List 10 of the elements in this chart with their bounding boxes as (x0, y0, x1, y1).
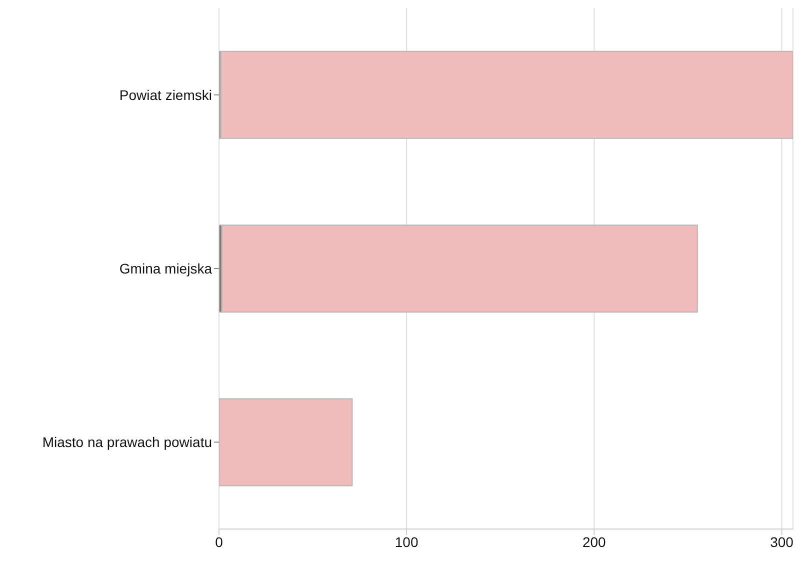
bar (220, 50, 793, 139)
bar (221, 224, 698, 313)
y-tick-label: Powiat ziemski (119, 86, 212, 103)
x-tick-label: 100 (394, 534, 418, 550)
x-tick-label: 300 (770, 534, 794, 550)
x-tick-label: 0 (215, 534, 224, 550)
x-tick-label: 200 (582, 534, 606, 550)
bar (219, 398, 353, 486)
y-tick-label: Gmina miejska (119, 260, 212, 276)
y-tick-label: Miasto na prawach powiatu (42, 434, 212, 450)
